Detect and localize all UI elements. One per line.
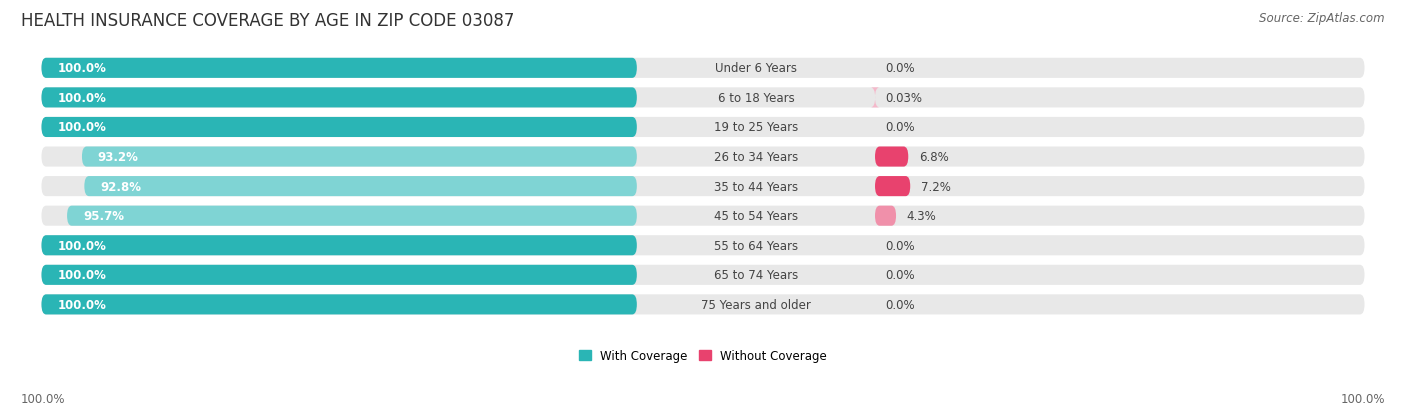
Text: 100.0%: 100.0%: [58, 92, 107, 104]
FancyBboxPatch shape: [82, 147, 637, 167]
Text: 93.2%: 93.2%: [98, 151, 139, 164]
Text: 100.0%: 100.0%: [58, 269, 107, 282]
FancyBboxPatch shape: [875, 147, 908, 167]
FancyBboxPatch shape: [875, 206, 896, 226]
Legend: With Coverage, Without Coverage: With Coverage, Without Coverage: [574, 345, 832, 367]
Text: 0.0%: 0.0%: [886, 121, 915, 134]
Text: 0.03%: 0.03%: [886, 92, 922, 104]
Text: 92.8%: 92.8%: [100, 180, 141, 193]
FancyBboxPatch shape: [41, 236, 1365, 256]
Text: HEALTH INSURANCE COVERAGE BY AGE IN ZIP CODE 03087: HEALTH INSURANCE COVERAGE BY AGE IN ZIP …: [21, 12, 515, 30]
Text: 100.0%: 100.0%: [21, 392, 66, 405]
FancyBboxPatch shape: [41, 294, 1365, 315]
Text: Source: ZipAtlas.com: Source: ZipAtlas.com: [1260, 12, 1385, 25]
FancyBboxPatch shape: [41, 206, 1365, 226]
Text: Under 6 Years: Under 6 Years: [714, 62, 797, 75]
FancyBboxPatch shape: [875, 177, 910, 197]
FancyBboxPatch shape: [41, 294, 637, 315]
Text: 45 to 54 Years: 45 to 54 Years: [714, 210, 799, 223]
FancyBboxPatch shape: [41, 59, 1365, 79]
Text: 0.0%: 0.0%: [886, 62, 915, 75]
Text: 7.2%: 7.2%: [921, 180, 950, 193]
Text: 0.0%: 0.0%: [886, 239, 915, 252]
FancyBboxPatch shape: [41, 177, 1365, 197]
FancyBboxPatch shape: [41, 59, 637, 79]
FancyBboxPatch shape: [67, 206, 637, 226]
FancyBboxPatch shape: [41, 147, 1365, 167]
Text: 75 Years and older: 75 Years and older: [702, 298, 811, 311]
FancyBboxPatch shape: [41, 88, 1365, 108]
Text: 6 to 18 Years: 6 to 18 Years: [717, 92, 794, 104]
Text: 100.0%: 100.0%: [1340, 392, 1385, 405]
FancyBboxPatch shape: [41, 236, 637, 256]
Text: 0.0%: 0.0%: [886, 269, 915, 282]
Text: 100.0%: 100.0%: [58, 298, 107, 311]
Text: 55 to 64 Years: 55 to 64 Years: [714, 239, 799, 252]
FancyBboxPatch shape: [41, 88, 637, 108]
FancyBboxPatch shape: [41, 265, 637, 285]
Text: 35 to 44 Years: 35 to 44 Years: [714, 180, 799, 193]
Text: 0.0%: 0.0%: [886, 298, 915, 311]
Text: 65 to 74 Years: 65 to 74 Years: [714, 269, 799, 282]
FancyBboxPatch shape: [41, 118, 1365, 138]
Text: 6.8%: 6.8%: [920, 151, 949, 164]
Text: 26 to 34 Years: 26 to 34 Years: [714, 151, 799, 164]
Text: 19 to 25 Years: 19 to 25 Years: [714, 121, 799, 134]
Text: 100.0%: 100.0%: [58, 121, 107, 134]
Text: 100.0%: 100.0%: [58, 239, 107, 252]
FancyBboxPatch shape: [41, 118, 637, 138]
Text: 4.3%: 4.3%: [907, 210, 936, 223]
FancyBboxPatch shape: [870, 88, 880, 108]
Text: 95.7%: 95.7%: [83, 210, 124, 223]
Text: 100.0%: 100.0%: [58, 62, 107, 75]
FancyBboxPatch shape: [84, 177, 637, 197]
FancyBboxPatch shape: [41, 265, 1365, 285]
